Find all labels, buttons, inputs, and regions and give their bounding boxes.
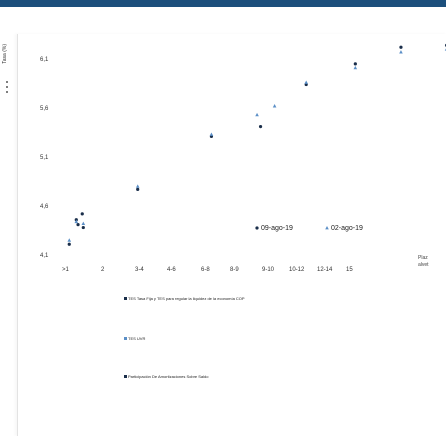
legend-label: 02-ago-19 xyxy=(331,225,363,232)
point-series-2 xyxy=(353,65,358,70)
point-series-1 xyxy=(353,62,357,66)
vertical-dots-icon xyxy=(5,80,9,99)
y-tick-label: 4,6 xyxy=(40,204,49,210)
chart-panel xyxy=(17,34,446,436)
x-tick-label: 2 xyxy=(101,267,105,273)
legend-list-item: TES UVR xyxy=(124,336,145,341)
top-bar xyxy=(0,0,446,7)
x-tick-label: 3-4 xyxy=(135,267,144,273)
y-tick-label: 5,1 xyxy=(40,155,49,161)
point-series-2 xyxy=(255,112,259,117)
x-tick-label: 9-10 xyxy=(262,267,275,273)
legend-list-label: TES UVR xyxy=(128,336,146,341)
x-tick-label: 15 xyxy=(346,267,353,273)
x-axis-right-label-1: Plaz xyxy=(418,255,428,261)
point-series-2 xyxy=(209,132,214,136)
y-tick-label: 4,1 xyxy=(40,253,49,259)
point-series-1 xyxy=(258,125,263,129)
point-series-2 xyxy=(81,221,86,226)
x-tick-label: 10-12 xyxy=(289,267,305,273)
legend-list-item: TES Tasa Fija y TES para regular la liqu… xyxy=(124,296,245,301)
y-tick-label: 6,1 xyxy=(40,57,49,63)
legend-swatch xyxy=(124,297,127,301)
point-series-2 xyxy=(67,238,72,242)
data-points xyxy=(67,43,446,246)
legend-marker xyxy=(255,226,259,230)
legend-label: 09-ago-19 xyxy=(261,225,293,232)
point-series-2 xyxy=(399,50,403,54)
point-series-1 xyxy=(81,225,85,230)
point-series-1 xyxy=(136,187,140,191)
point-series-2 xyxy=(135,184,140,188)
point-series-2 xyxy=(304,80,308,84)
x-axis-right-label-2: alvet xyxy=(418,262,429,268)
x-tick-label: 8-9 xyxy=(230,267,239,273)
legend-swatch xyxy=(124,337,127,341)
legend-list-label: Participación De Amortizaciones Sobre Sa… xyxy=(128,374,209,379)
point-series-1 xyxy=(80,212,84,216)
x-axis-ticks: >1 2 3-4 4-6 6-8 8-9 9-10 10-12 12-14 15 xyxy=(62,267,353,273)
legend-marker xyxy=(325,226,329,230)
legend-list-label: TES Tasa Fija y TES para regular la liqu… xyxy=(128,296,245,301)
x-tick-label: >1 xyxy=(62,267,70,273)
y-tick-label: 5,6 xyxy=(40,106,49,112)
y-axis-ticks: 6,1 5,6 5,1 4,6 4,1 xyxy=(40,57,49,259)
point-series-2 xyxy=(272,104,277,108)
point-series-1 xyxy=(76,223,80,227)
x-tick-label: 12-14 xyxy=(317,267,333,273)
point-series-1 xyxy=(399,45,403,49)
x-tick-label: 6-8 xyxy=(201,267,210,273)
point-series-1 xyxy=(67,242,71,246)
legend-swatch xyxy=(124,375,127,379)
chart-legend: 09-ago-19 02-ago-19 xyxy=(255,225,363,232)
point-series-2 xyxy=(74,219,79,224)
x-tick-label: 4-6 xyxy=(167,267,176,273)
legend-list-item: Participación De Amortizaciones Sobre Sa… xyxy=(124,374,209,379)
